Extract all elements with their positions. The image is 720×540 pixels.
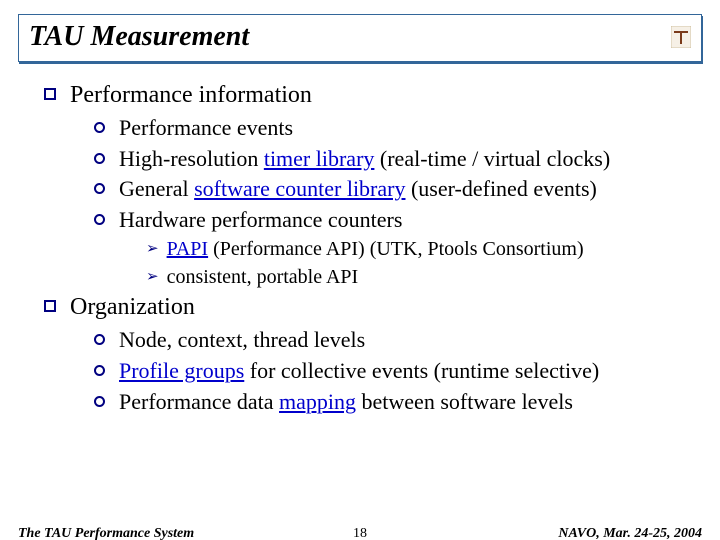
slide-title: TAU Measurement xyxy=(29,21,249,53)
level3-group: ➢ PAPI (Performance API) (UTK, Ptools Con… xyxy=(146,236,690,290)
level1-text: Performance information xyxy=(70,80,312,110)
square-bullet-icon xyxy=(44,88,56,100)
level1-text: Organization xyxy=(70,292,195,322)
link-text[interactable]: software counter library xyxy=(194,176,405,201)
level2-text: Profile groups for collective events (ru… xyxy=(119,357,599,386)
level2-group: Node, context, thread levelsProfile grou… xyxy=(94,326,690,416)
level2-text: Hardware performance counters xyxy=(119,206,402,235)
level2-item: High-resolution timer library (real-time… xyxy=(94,145,690,174)
level2-item: Node, context, thread levels xyxy=(94,326,690,355)
level1-item: Organization xyxy=(44,292,690,322)
circle-bullet-icon xyxy=(94,396,105,407)
level2-text: Performance events xyxy=(119,114,293,143)
circle-bullet-icon xyxy=(94,365,105,376)
circle-bullet-icon xyxy=(94,214,105,225)
square-bullet-icon xyxy=(44,300,56,312)
link-text[interactable]: PAPI xyxy=(167,238,209,260)
slide: TAU Measurement Performance informationP… xyxy=(0,14,720,540)
link-text[interactable]: timer library xyxy=(264,146,375,171)
tau-logo-icon xyxy=(671,26,691,48)
level3-text: PAPI (Performance API) (UTK, Ptools Cons… xyxy=(167,236,584,262)
level2-item: General software counter library (user-d… xyxy=(94,175,690,204)
level2-item: Performance data mapping between softwar… xyxy=(94,388,690,417)
level3-item: ➢ consistent, portable API xyxy=(146,264,690,290)
circle-bullet-icon xyxy=(94,334,105,345)
level2-group: Performance eventsHigh-resolution timer … xyxy=(94,114,690,290)
circle-bullet-icon xyxy=(94,153,105,164)
arrow-bullet-icon: ➢ xyxy=(146,239,159,258)
link-text[interactable]: Profile groups xyxy=(119,358,244,383)
level2-text: Performance data mapping between softwar… xyxy=(119,388,573,417)
level2-item: Profile groups for collective events (ru… xyxy=(94,357,690,386)
level3-text: consistent, portable API xyxy=(167,264,359,290)
level2-item: Performance events xyxy=(94,114,690,143)
circle-bullet-icon xyxy=(94,183,105,194)
level2-text: General software counter library (user-d… xyxy=(119,175,597,204)
arrow-bullet-icon: ➢ xyxy=(146,267,159,286)
slide-content: Performance information Performance event… xyxy=(0,62,720,416)
circle-bullet-icon xyxy=(94,122,105,133)
footer-page-number: 18 xyxy=(18,526,702,540)
link-text[interactable]: mapping xyxy=(279,389,356,414)
footer: The TAU Performance System 18 NAVO, Mar.… xyxy=(18,526,702,540)
level2-item: Hardware performance counters xyxy=(94,206,690,235)
title-bar: TAU Measurement xyxy=(18,14,702,62)
level3-item: ➢ PAPI (Performance API) (UTK, Ptools Con… xyxy=(146,236,690,262)
level2-text: Node, context, thread levels xyxy=(119,326,365,355)
level1-item: Performance information xyxy=(44,80,690,110)
level2-text: High-resolution timer library (real-time… xyxy=(119,145,610,174)
